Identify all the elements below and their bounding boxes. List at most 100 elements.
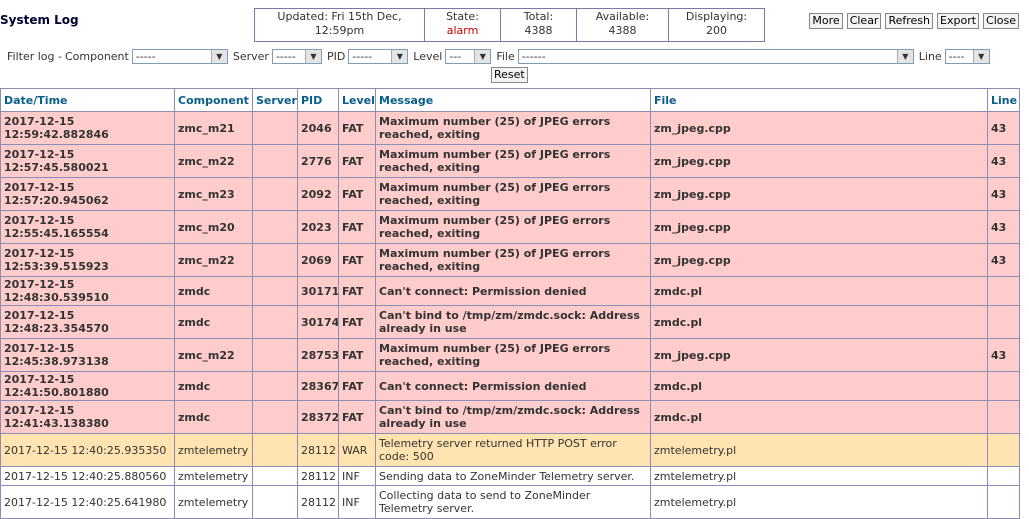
cell-message: Collecting data to send to ZoneMinder Te… [375,485,651,519]
col-line[interactable]: Line [987,88,1020,112]
line-select[interactable]: ---- ▼ [944,49,990,64]
clear-button[interactable]: Clear [846,13,882,29]
displaying-value: 200 [706,24,727,37]
cell-component: zmdc [174,305,253,339]
level-select[interactable]: --- ▼ [445,49,492,64]
col-pid[interactable]: PID [297,88,339,112]
total-label: Total: [523,10,554,23]
cell-level: FAT [338,243,376,277]
log-table: Date/Time Component Server PID Level Mes… [0,88,1020,519]
table-row[interactable]: 2017-12-15 12:45:38.973138 zmc_m22 28753 FA… [0,338,1020,372]
toolbar: More Clear Refresh Export Close [809,13,1019,29]
cell-message: Maximum number (25) of JPEG errors reach… [375,210,651,244]
available-cell: Available: 4388 [577,9,669,41]
cell-datetime: 2017-12-15 12:40:25.880560 [0,466,175,486]
cell-level: FAT [338,400,376,434]
cell-message: Can't connect: Permission denied [375,371,651,401]
line-select-value: ---- [948,50,965,63]
cell-file: zm_jpeg.cpp [650,338,988,372]
col-message[interactable]: Message [375,88,651,112]
refresh-button[interactable]: Refresh [885,13,934,29]
table-row[interactable]: 2017-12-15 12:40:25.880560 zmtelemetry 281… [0,466,1020,486]
level-select-value: --- [449,50,462,63]
cell-datetime: 2017-12-15 12:53:39.515923 [0,243,175,277]
filter-title: Filter log - [7,50,62,63]
file-label: File [496,50,515,63]
state-label: State: [446,10,479,23]
file-select-value: ------ [521,50,546,63]
table-row[interactable]: 2017-12-15 12:55:45.165554 zmc_m20 2023 FAT… [0,210,1020,244]
col-component[interactable]: Component [174,88,253,112]
cell-message: Maximum number (25) of JPEG errors reach… [375,243,651,277]
cell-line [987,371,1020,401]
cell-server [252,177,298,211]
cell-line: 43 [987,144,1020,178]
server-select[interactable]: ----- ▼ [271,49,322,64]
cell-component: zmc_m22 [174,338,253,372]
table-row[interactable]: 2017-12-15 12:48:30.539510 zmdc 30171 FAT Ca… [0,276,1020,306]
cell-message: Maximum number (25) of JPEG errors reach… [375,338,651,372]
more-button[interactable]: More [809,13,843,29]
table-row[interactable]: 2017-12-15 12:59:42.882846 zmc_m21 2046 FAT… [0,111,1020,145]
cell-component: zmdc [174,400,253,434]
close-button[interactable]: Close [983,13,1019,29]
table-row[interactable]: 2017-12-15 12:40:25.935350 zmtelemetry 281… [0,433,1020,467]
cell-line [987,400,1020,434]
cell-server [252,144,298,178]
chevron-down-icon: ▼ [474,50,491,63]
table-row[interactable]: 2017-12-15 12:41:50.801880 zmdc 28367 FAT Ca… [0,371,1020,401]
cell-datetime: 2017-12-15 12:57:45.580021 [0,144,175,178]
cell-component: zmtelemetry [174,433,253,467]
cell-level: INF [338,485,376,519]
cell-level: FAT [338,305,376,339]
table-row[interactable]: 2017-12-15 12:40:25.641980 zmtelemetry 281… [0,485,1020,519]
col-file[interactable]: File [650,88,988,112]
export-button[interactable]: Export [937,13,980,29]
cell-level: FAT [338,210,376,244]
cell-level: FAT [338,144,376,178]
cell-level: FAT [338,177,376,211]
cell-datetime: 2017-12-15 12:41:43.138380 [0,400,175,434]
page-title: System Log [0,13,79,27]
component-select[interactable]: ----- ▼ [131,49,228,64]
cell-pid: 2776 [297,144,339,178]
cell-server [252,338,298,372]
cell-line [987,276,1020,306]
cell-file: zm_jpeg.cpp [650,177,988,211]
reset-button[interactable]: Reset [491,67,528,83]
table-row[interactable]: 2017-12-15 12:41:43.138380 zmdc 28372 FAT Ca… [0,400,1020,434]
cell-pid: 28112 [297,466,339,486]
cell-server [252,466,298,486]
col-datetime[interactable]: Date/Time [0,88,175,112]
displaying-cell: Displaying: 200 [669,9,764,41]
cell-line [987,485,1020,519]
chevron-down-icon: ▼ [210,50,227,63]
table-row[interactable]: 2017-12-15 12:57:45.580021 zmc_m22 2776 FAT… [0,144,1020,178]
col-level[interactable]: Level [338,88,376,112]
table-row[interactable]: 2017-12-15 12:57:20.945062 zmc_m23 2092 FAT… [0,177,1020,211]
cell-pid: 30174 [297,305,339,339]
cell-pid: 28112 [297,485,339,519]
pid-select[interactable]: ----- ▼ [348,49,409,64]
col-server[interactable]: Server [252,88,298,112]
cell-level: FAT [338,338,376,372]
total-value: 4388 [524,24,553,37]
cell-line: 43 [987,111,1020,145]
table-row[interactable]: 2017-12-15 12:53:39.515923 zmc_m22 2069 FAT… [0,243,1020,277]
cell-file: zmtelemetry.pl [650,466,988,486]
cell-pid: 2023 [297,210,339,244]
updated-cell: Updated: Fri 15th Dec, 12:59pm [255,9,425,41]
cell-datetime: 2017-12-15 12:40:25.935350 [0,433,175,467]
cell-server [252,485,298,519]
total-cell: Total: 4388 [501,9,577,41]
status-panel: Updated: Fri 15th Dec, 12:59pm State: al… [254,8,765,42]
cell-file: zmdc.pl [650,400,988,434]
table-row[interactable]: 2017-12-15 12:48:23.354570 zmdc 30174 FAT Ca… [0,305,1020,339]
cell-file: zm_jpeg.cpp [650,111,988,145]
cell-server [252,433,298,467]
cell-line [987,305,1020,339]
cell-file: zm_jpeg.cpp [650,210,988,244]
file-select[interactable]: ------ ▼ [517,49,914,64]
cell-level: FAT [338,111,376,145]
cell-datetime: 2017-12-15 12:55:45.165554 [0,210,175,244]
